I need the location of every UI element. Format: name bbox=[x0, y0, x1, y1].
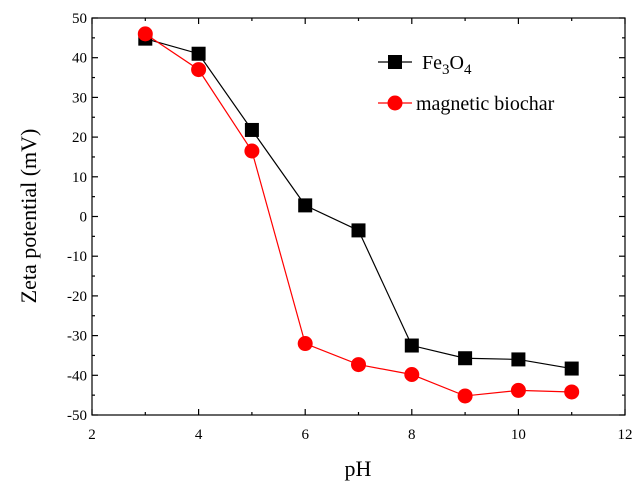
data-point-magnetic-biochar bbox=[297, 336, 313, 352]
y-tick-label: -30 bbox=[67, 329, 87, 345]
x-tick-label: 2 bbox=[88, 427, 96, 443]
series-fe3o4 bbox=[138, 31, 579, 376]
legend-marker-magnetic-biochar bbox=[387, 95, 403, 111]
legend-label-fe3o4: Fe3O4 bbox=[422, 52, 472, 78]
data-point-fe3o4 bbox=[244, 122, 259, 137]
legend: Fe3O4 magnetic biochar bbox=[378, 52, 555, 115]
data-point-fe3o4 bbox=[191, 46, 206, 61]
x-tick-label: 10 bbox=[511, 427, 526, 443]
data-point-fe3o4 bbox=[404, 338, 419, 353]
axis-ticks bbox=[91, 17, 626, 416]
data-point-fe3o4 bbox=[511, 352, 526, 367]
x-tick-label: 6 bbox=[301, 427, 309, 443]
axis-tick-labels: 2 4 6 8 10 12 -50 -40 -30 -20 -10 0 10 20 30 40 50 bbox=[67, 11, 633, 443]
data-point-magnetic-biochar bbox=[404, 367, 420, 383]
data-point-magnetic-biochar bbox=[244, 143, 260, 159]
y-tick-label: -10 bbox=[67, 249, 87, 265]
y-tick-label: 20 bbox=[72, 130, 87, 146]
y-tick-label: 10 bbox=[72, 170, 87, 186]
data-point-fe3o4 bbox=[564, 361, 579, 376]
y-tick-label: 50 bbox=[72, 11, 87, 27]
x-tick-label: 4 bbox=[195, 427, 203, 443]
data-point-magnetic-biochar bbox=[137, 26, 153, 42]
y-axis-label: Zeta potential (mV) bbox=[16, 129, 41, 304]
x-tick-label: 12 bbox=[618, 427, 633, 443]
y-tick-label: 30 bbox=[72, 90, 87, 106]
y-tick-label: 0 bbox=[80, 210, 88, 226]
series-line-fe3o4 bbox=[145, 38, 572, 370]
y-tick-label: -20 bbox=[67, 289, 87, 305]
data-point-fe3o4 bbox=[458, 351, 473, 366]
data-point-fe3o4 bbox=[298, 198, 313, 213]
legend-label-magnetic-biochar: magnetic biochar bbox=[416, 93, 555, 115]
series-magnetic-biochar bbox=[137, 26, 580, 404]
series-line-magnetic-biochar bbox=[144, 33, 572, 397]
data-point-fe3o4 bbox=[351, 223, 366, 238]
y-tick-label: 40 bbox=[72, 51, 87, 67]
legend-marker-fe3o4 bbox=[388, 55, 402, 69]
x-tick-label: 8 bbox=[408, 427, 416, 443]
legend-entry-fe3o4: Fe3O4 bbox=[378, 52, 472, 78]
y-tick-label: -50 bbox=[67, 408, 87, 424]
data-point-magnetic-biochar bbox=[457, 388, 473, 404]
data-point-magnetic-biochar bbox=[510, 382, 526, 398]
data-point-magnetic-biochar bbox=[351, 357, 366, 373]
y-tick-label: -40 bbox=[67, 368, 87, 384]
data-series bbox=[137, 26, 580, 404]
data-point-magnetic-biochar bbox=[191, 62, 207, 78]
legend-entry-magnetic-biochar: magnetic biochar bbox=[378, 93, 555, 115]
x-axis-label: pH bbox=[345, 456, 372, 481]
data-point-magnetic-biochar bbox=[564, 384, 580, 400]
plot-frame bbox=[91, 17, 626, 416]
